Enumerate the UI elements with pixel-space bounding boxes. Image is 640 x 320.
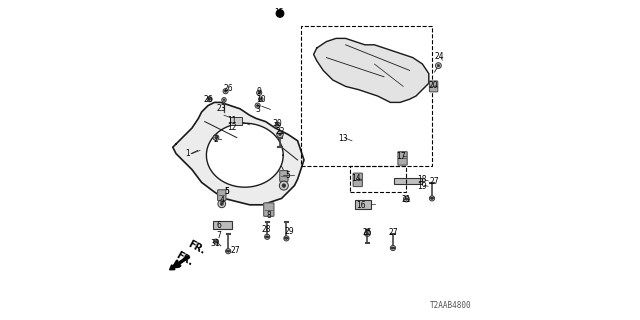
Text: 16: 16 xyxy=(356,201,366,210)
Text: 17: 17 xyxy=(396,152,406,161)
Circle shape xyxy=(437,64,440,67)
Circle shape xyxy=(392,247,394,249)
Circle shape xyxy=(255,103,260,108)
Text: 5: 5 xyxy=(285,171,291,180)
Circle shape xyxy=(365,231,370,236)
Circle shape xyxy=(429,196,435,201)
Text: 26: 26 xyxy=(204,95,214,104)
Circle shape xyxy=(218,200,226,208)
Text: 7: 7 xyxy=(216,231,221,240)
Circle shape xyxy=(260,98,262,100)
Circle shape xyxy=(223,89,228,94)
Text: 14: 14 xyxy=(351,174,361,183)
Text: 5: 5 xyxy=(225,188,230,196)
Text: 11: 11 xyxy=(227,116,237,125)
FancyBboxPatch shape xyxy=(280,171,288,181)
Circle shape xyxy=(279,133,282,136)
Text: 19: 19 xyxy=(417,182,427,191)
Circle shape xyxy=(207,97,212,102)
Text: 10: 10 xyxy=(256,95,266,104)
Text: 8: 8 xyxy=(266,212,271,220)
Text: 12: 12 xyxy=(227,123,237,132)
Polygon shape xyxy=(314,38,429,102)
Text: 18: 18 xyxy=(417,175,426,184)
Text: 29: 29 xyxy=(285,227,294,236)
Circle shape xyxy=(265,234,270,239)
Text: 6: 6 xyxy=(217,221,221,230)
Polygon shape xyxy=(394,178,422,184)
Circle shape xyxy=(390,245,396,251)
Text: 4: 4 xyxy=(220,196,225,205)
FancyBboxPatch shape xyxy=(353,173,362,187)
FancyBboxPatch shape xyxy=(218,190,226,201)
Circle shape xyxy=(227,250,229,252)
Circle shape xyxy=(277,131,283,138)
Circle shape xyxy=(257,90,262,95)
Circle shape xyxy=(220,202,223,205)
Circle shape xyxy=(282,184,285,188)
FancyArrowPatch shape xyxy=(174,258,186,266)
Polygon shape xyxy=(207,123,283,187)
Circle shape xyxy=(405,198,408,200)
Circle shape xyxy=(209,98,211,100)
Text: 13: 13 xyxy=(339,134,348,143)
Text: T2AAB4800: T2AAB4800 xyxy=(430,301,472,310)
Circle shape xyxy=(213,135,219,140)
Polygon shape xyxy=(355,200,371,209)
Text: 1: 1 xyxy=(185,149,189,158)
Text: 5: 5 xyxy=(224,187,229,196)
Circle shape xyxy=(215,136,217,139)
Circle shape xyxy=(226,249,231,254)
Circle shape xyxy=(258,92,260,94)
Circle shape xyxy=(215,241,217,243)
Circle shape xyxy=(214,239,219,244)
Text: 31: 31 xyxy=(211,239,220,248)
Circle shape xyxy=(276,10,284,17)
FancyBboxPatch shape xyxy=(398,152,407,165)
Text: FR.: FR. xyxy=(186,239,207,256)
Polygon shape xyxy=(230,117,242,125)
Circle shape xyxy=(366,232,369,235)
Text: 27: 27 xyxy=(429,177,440,186)
Circle shape xyxy=(435,63,442,68)
Text: 22: 22 xyxy=(275,127,285,136)
Text: 28: 28 xyxy=(262,225,271,234)
Text: 27: 27 xyxy=(230,246,240,255)
Circle shape xyxy=(285,237,287,239)
Text: 9: 9 xyxy=(257,87,262,96)
Text: 2: 2 xyxy=(214,135,218,144)
Circle shape xyxy=(223,99,225,101)
Text: 27: 27 xyxy=(388,228,399,237)
Text: FR.: FR. xyxy=(173,250,195,268)
Circle shape xyxy=(257,105,259,107)
Circle shape xyxy=(404,196,410,202)
Text: 20: 20 xyxy=(428,81,438,90)
Text: 3: 3 xyxy=(255,105,260,114)
Text: 15: 15 xyxy=(275,8,284,17)
Circle shape xyxy=(275,122,280,127)
Text: 25: 25 xyxy=(362,228,372,237)
Circle shape xyxy=(266,236,268,238)
Circle shape xyxy=(259,97,263,101)
Text: 26: 26 xyxy=(223,84,233,93)
Circle shape xyxy=(280,181,289,190)
Text: 30: 30 xyxy=(273,119,283,128)
Text: 23: 23 xyxy=(217,104,227,113)
Circle shape xyxy=(431,197,433,199)
Polygon shape xyxy=(212,221,232,229)
Circle shape xyxy=(284,236,289,241)
Circle shape xyxy=(276,124,279,126)
Text: 21: 21 xyxy=(401,195,410,204)
Polygon shape xyxy=(173,102,304,205)
Text: 24: 24 xyxy=(435,52,444,61)
Circle shape xyxy=(225,90,227,92)
Circle shape xyxy=(222,98,227,102)
FancyBboxPatch shape xyxy=(429,81,438,92)
FancyBboxPatch shape xyxy=(264,203,274,216)
